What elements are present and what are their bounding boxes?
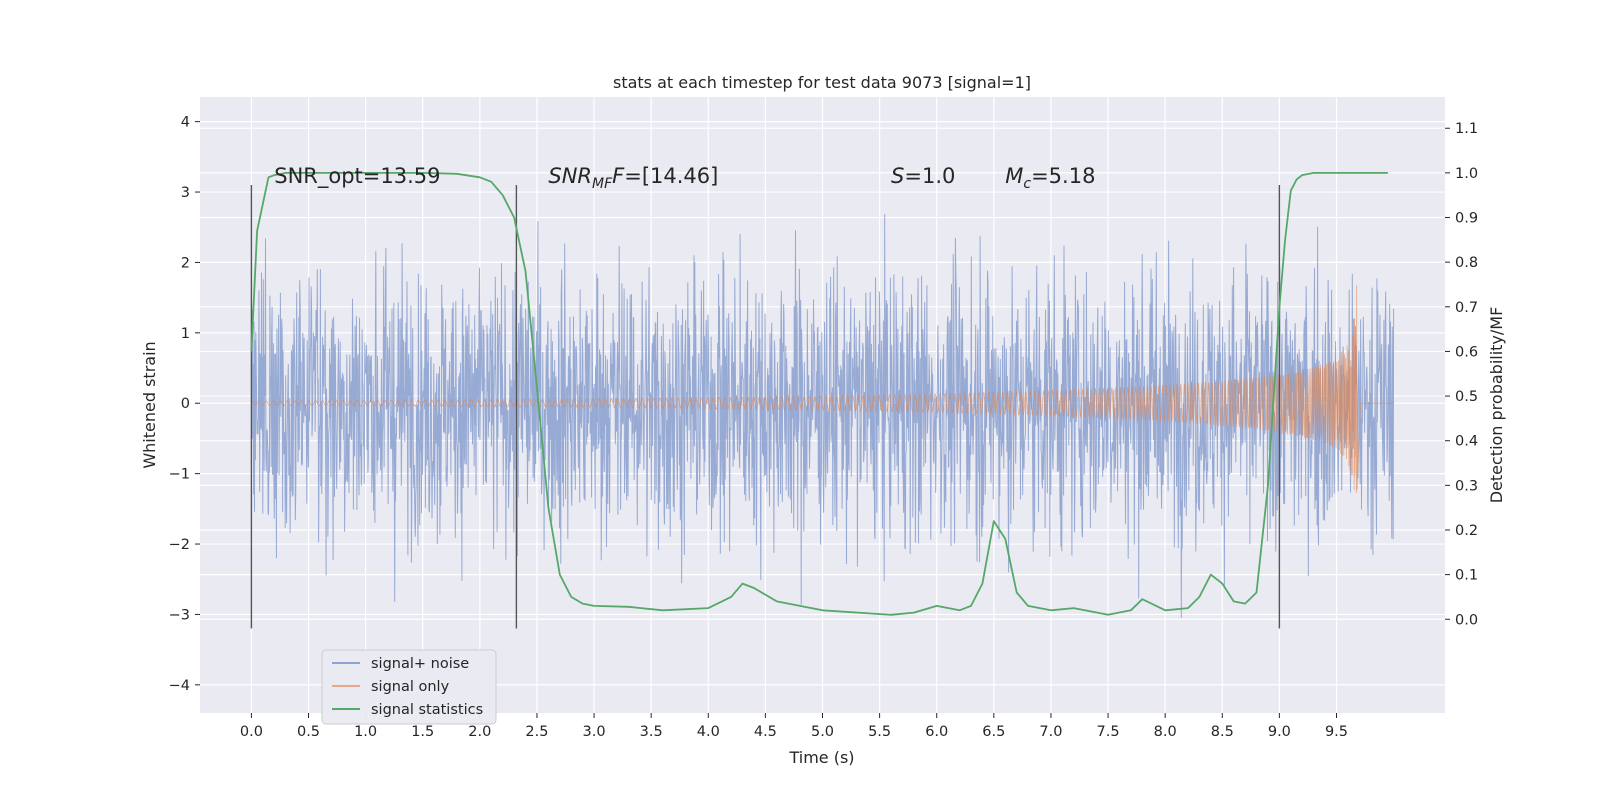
y2-tick-label: 0.5: [1455, 389, 1478, 405]
y-tick-label: 1: [181, 326, 190, 342]
x-tick-label: 6.5: [982, 724, 1005, 740]
y2-tick-label: 0.1: [1455, 568, 1478, 584]
y2-tick-label: 0.9: [1455, 211, 1478, 227]
x-tick-label: 8.5: [1211, 724, 1234, 740]
x-tick-label: 5.5: [868, 724, 891, 740]
x-tick-label: 6.0: [925, 724, 948, 740]
x-tick-label: 2.0: [468, 724, 491, 740]
chart-title: stats at each timestep for test data 907…: [613, 73, 1031, 92]
y2-tick-label: 0.6: [1455, 344, 1478, 360]
y2-tick-label: 0.8: [1455, 255, 1478, 271]
x-tick-label: 0.5: [297, 724, 320, 740]
x-tick-label: 1.5: [411, 724, 434, 740]
y2-tick-label: 0.0: [1455, 612, 1478, 628]
x-tick-label: 7.5: [1097, 724, 1120, 740]
signal-line: [251, 285, 1394, 494]
x-tick-label: 1.0: [354, 724, 377, 740]
x-tick-label: 8.0: [1154, 724, 1177, 740]
y2-axis-label: Detection probability/MF: [1487, 307, 1506, 504]
x-tick-label: 9.0: [1268, 724, 1291, 740]
legend-label-signal: signal only: [371, 679, 450, 695]
legend-label-noise: signal+ noise: [371, 656, 469, 672]
series-signal-noise: [250, 214, 1395, 619]
y2-tick-label: 0.7: [1455, 300, 1478, 316]
annotation-s: S=1.0: [891, 164, 955, 188]
statistics-line: [250, 172, 1388, 616]
y2-tick-label: 0.4: [1455, 434, 1478, 450]
y-tick-label: −4: [169, 678, 190, 694]
y-tick-label: −3: [169, 607, 190, 623]
series-signal-statistics: [250, 172, 1388, 616]
x-tick-label: 4.0: [697, 724, 720, 740]
x-axis-label: Time (s): [788, 748, 854, 767]
noise-line: [250, 214, 1395, 619]
x-tick-label: 0.0: [240, 724, 263, 740]
y-tick-label: −1: [169, 467, 190, 483]
y2-ticks: 1.1 1.0 0.9 0.8 0.7 0.6 0.5 0.4 0.3 0.2 0.1 0.0: [1445, 121, 1478, 628]
series-signal-only: [251, 285, 1394, 494]
x-tick-label: 9.5: [1325, 724, 1348, 740]
annotation-mc: Mc=5.18: [1005, 164, 1095, 192]
y-ticks: 4 3 2 1 0 −1 −2 −3 −4: [169, 115, 200, 694]
vertical-markers: [250, 185, 1281, 629]
y-tick-label: 3: [181, 185, 190, 201]
x-tick-label: 2.5: [525, 724, 548, 740]
x-ticks: 0.0 0.5 1.0 1.5 2.0 2.5 3.0 3.5 4.0 4.5 5.0 5.5 6.0 6…: [240, 713, 1348, 740]
annotation-snr_opt: SNR_opt=13.59: [274, 164, 440, 189]
legend-label-stats: signal statistics: [371, 702, 483, 718]
y2-tick-label: 1.1: [1455, 121, 1478, 137]
y2-tick-label: 0.3: [1455, 478, 1478, 494]
x-tick-label: 5.0: [811, 724, 834, 740]
x-tick-label: 4.5: [754, 724, 777, 740]
annotations: SNR_opt=13.59 SNRMFF=[14.46] S=1.0 Mc=5.18: [274, 164, 1095, 192]
y-tick-label: 4: [181, 115, 190, 131]
x-tick-label: 7.0: [1039, 724, 1062, 740]
y2-tick-label: 0.2: [1455, 523, 1478, 539]
y-tick-label: −2: [169, 537, 190, 553]
y2-tick-label: 1.0: [1455, 166, 1478, 182]
x-tick-label: 3.0: [583, 724, 606, 740]
y-tick-label: 2: [181, 255, 190, 271]
legend: signal+ noise signal only signal statist…: [321, 649, 497, 725]
legend-box: [321, 649, 497, 725]
annotation-snr_mf: SNRMFF=[14.46]: [548, 164, 718, 192]
x-tick-label: 3.5: [640, 724, 663, 740]
y-axis-label: Whitened strain: [140, 341, 159, 468]
y-tick-label: 0: [181, 396, 190, 412]
